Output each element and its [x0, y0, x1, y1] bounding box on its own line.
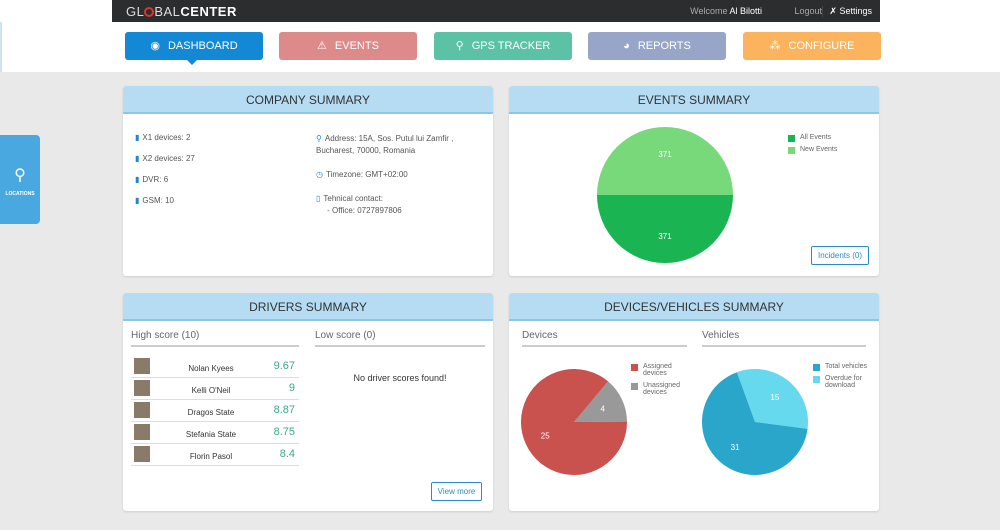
- tab-dashboard[interactable]: ◉ DASHBOARD: [125, 32, 263, 60]
- events-summary-panel: EVENTS SUMMARY 371 371 All Events New Eve…: [509, 86, 879, 276]
- logo[interactable]: GL BALCENTER: [126, 4, 237, 19]
- legend-item: Unassigned devices: [631, 382, 681, 396]
- pie-slice[interactable]: [574, 381, 627, 422]
- pie-slice[interactable]: [736, 369, 808, 429]
- devices-legend: Assigned devices Unassigned devices: [631, 363, 681, 401]
- tab-events[interactable]: ⚠ EVENTS: [279, 32, 417, 60]
- logout-link[interactable]: Logout: [794, 6, 822, 16]
- technical-contact: ▯ Tehnical contact: - Office: 0727897806: [316, 194, 402, 215]
- legend-item: Assigned devices: [631, 363, 681, 377]
- legend-item: All Events: [788, 134, 837, 142]
- vehicles-heading: Vehicles: [702, 330, 866, 347]
- x1-devices: ▮ X1 devices: 2: [135, 133, 191, 142]
- warning-icon: ⚠: [317, 40, 327, 52]
- drivers-summary-panel: DRIVERS SUMMARY High score (10) Low scor…: [123, 293, 493, 511]
- avatar: [134, 402, 150, 418]
- avatar: [134, 424, 150, 440]
- driver-score: 9.67: [273, 360, 295, 372]
- driver-name: Dragos State: [187, 408, 235, 417]
- low-score-heading: Low score (0): [315, 330, 485, 347]
- devices-heading: Devices: [522, 330, 687, 347]
- device-icon: ▮: [135, 133, 140, 142]
- panel-title: COMPANY SUMMARY: [123, 86, 493, 114]
- vehicles-legend: Total vehicles Overdue for download: [813, 363, 869, 394]
- pie-slice[interactable]: [702, 372, 808, 475]
- avatar: [134, 380, 150, 396]
- welcome-text: Welcome Al Bilotti: [690, 6, 762, 16]
- driver-name: Nolan Kyees: [188, 364, 234, 373]
- devices-pie-chart: 4 25: [521, 369, 627, 476]
- driver-row[interactable]: Stefania State 8.75: [131, 422, 299, 444]
- address: ⚲ Address: 15A, Sos. Putul lui Zamfir , Bu…: [316, 134, 454, 155]
- device-counts: ▮ X1 devices: 2 ▮ X2 devices: 27 ▮ DVR: 6 ▮…: [135, 133, 195, 217]
- events-pie-chart: 371 371: [597, 127, 733, 263]
- timezone: ◷ Timezone: GMT+02:00: [316, 170, 408, 179]
- settings-link[interactable]: ✗ Settings: [822, 6, 872, 17]
- device-icon: ▮: [135, 196, 140, 205]
- device-icon: ▮: [135, 175, 140, 184]
- high-score-heading: High score (10): [131, 330, 299, 347]
- data-label: 371: [658, 232, 672, 241]
- driver-score: 8.4: [279, 448, 295, 460]
- locations-tab[interactable]: ⚲ LOCATIONS: [0, 135, 40, 224]
- dashboard-icon: ◉: [150, 40, 160, 52]
- data-label: 25: [541, 432, 550, 441]
- legend-item: Total vehicles: [813, 363, 869, 371]
- network-icon: ⁂: [769, 40, 781, 52]
- driver-score: 8.87: [273, 404, 295, 416]
- data-label: 371: [658, 150, 672, 159]
- driver-name: Stefania State: [185, 430, 237, 439]
- driver-row[interactable]: Florin Pasol 8.4: [131, 444, 299, 466]
- driver-row[interactable]: Dragos State 8.87: [131, 400, 299, 422]
- wrench-icon: ✗: [829, 6, 837, 16]
- map-pin-icon: ⚲: [455, 40, 464, 52]
- tab-configure[interactable]: ⁂ CONFIGURE: [743, 32, 881, 60]
- driver-name: Florin Pasol: [189, 452, 233, 461]
- main-nav: ◉ DASHBOARD ⚠ EVENTS ⚲ GPS TRACKER ◕ REPORTS…: [0, 22, 1000, 72]
- company-info: ⚲ Address: 15A, Sos. Putul lui Zamfir , Bu…: [316, 133, 453, 229]
- driver-row[interactable]: Kelli O'Neil 9: [131, 378, 299, 400]
- locations-label: LOCATIONS: [5, 191, 35, 197]
- clock-icon: ◷: [316, 170, 323, 179]
- pie-slice[interactable]: [597, 195, 733, 263]
- map-pin-icon: ⚲: [14, 167, 26, 184]
- driver-score: 9: [288, 382, 295, 394]
- map-pin-icon: ⚲: [316, 134, 322, 143]
- pie-slice[interactable]: [521, 369, 627, 476]
- no-scores-message: No driver scores found!: [353, 373, 447, 383]
- panel-title: DEVICES/VEHICLES SUMMARY: [509, 293, 879, 321]
- legend-item: Overdue for download: [813, 375, 869, 389]
- panel-title: EVENTS SUMMARY: [509, 86, 879, 114]
- events-legend: All Events New Events: [788, 134, 837, 158]
- incidents-button[interactable]: Incidents (0): [811, 246, 869, 265]
- avatar: [134, 358, 150, 374]
- data-label: 4: [601, 404, 606, 413]
- view-more-button[interactable]: View more: [431, 482, 482, 501]
- driver-row[interactable]: Nolan Kyees 9.67: [131, 356, 299, 378]
- gsm-devices: ▮ GSM: 10: [135, 196, 174, 205]
- data-label: 31: [731, 443, 740, 452]
- avatar: [134, 446, 150, 462]
- phone-icon: ▯: [316, 194, 321, 203]
- x2-devices: ▮ X2 devices: 27: [135, 154, 195, 163]
- driver-score: 8.75: [273, 426, 295, 438]
- dvr-devices: ▮ DVR: 6: [135, 175, 169, 184]
- tab-reports[interactable]: ◕ REPORTS: [588, 32, 726, 60]
- data-label: 15: [770, 393, 779, 402]
- panel-title: DRIVERS SUMMARY: [123, 293, 493, 321]
- legend-item: New Events: [788, 146, 837, 154]
- driver-name: Kelli O'Neil: [191, 386, 231, 395]
- pie-slice[interactable]: [597, 127, 733, 195]
- top-bar: GL BALCENTER Welcome Al Bilotti Logout ✗ …: [0, 0, 1000, 22]
- tab-gps-tracker[interactable]: ⚲ GPS TRACKER: [434, 32, 572, 60]
- device-icon: ▮: [135, 154, 140, 163]
- company-summary-panel: COMPANY SUMMARY ▮ X1 devices: 2 ▮ X2 devic…: [123, 86, 493, 276]
- devices-vehicles-panel: DEVICES/VEHICLES SUMMARY Devices Vehicle…: [509, 293, 879, 511]
- pie-chart-icon: ◕: [623, 40, 630, 52]
- active-caret: [187, 60, 197, 70]
